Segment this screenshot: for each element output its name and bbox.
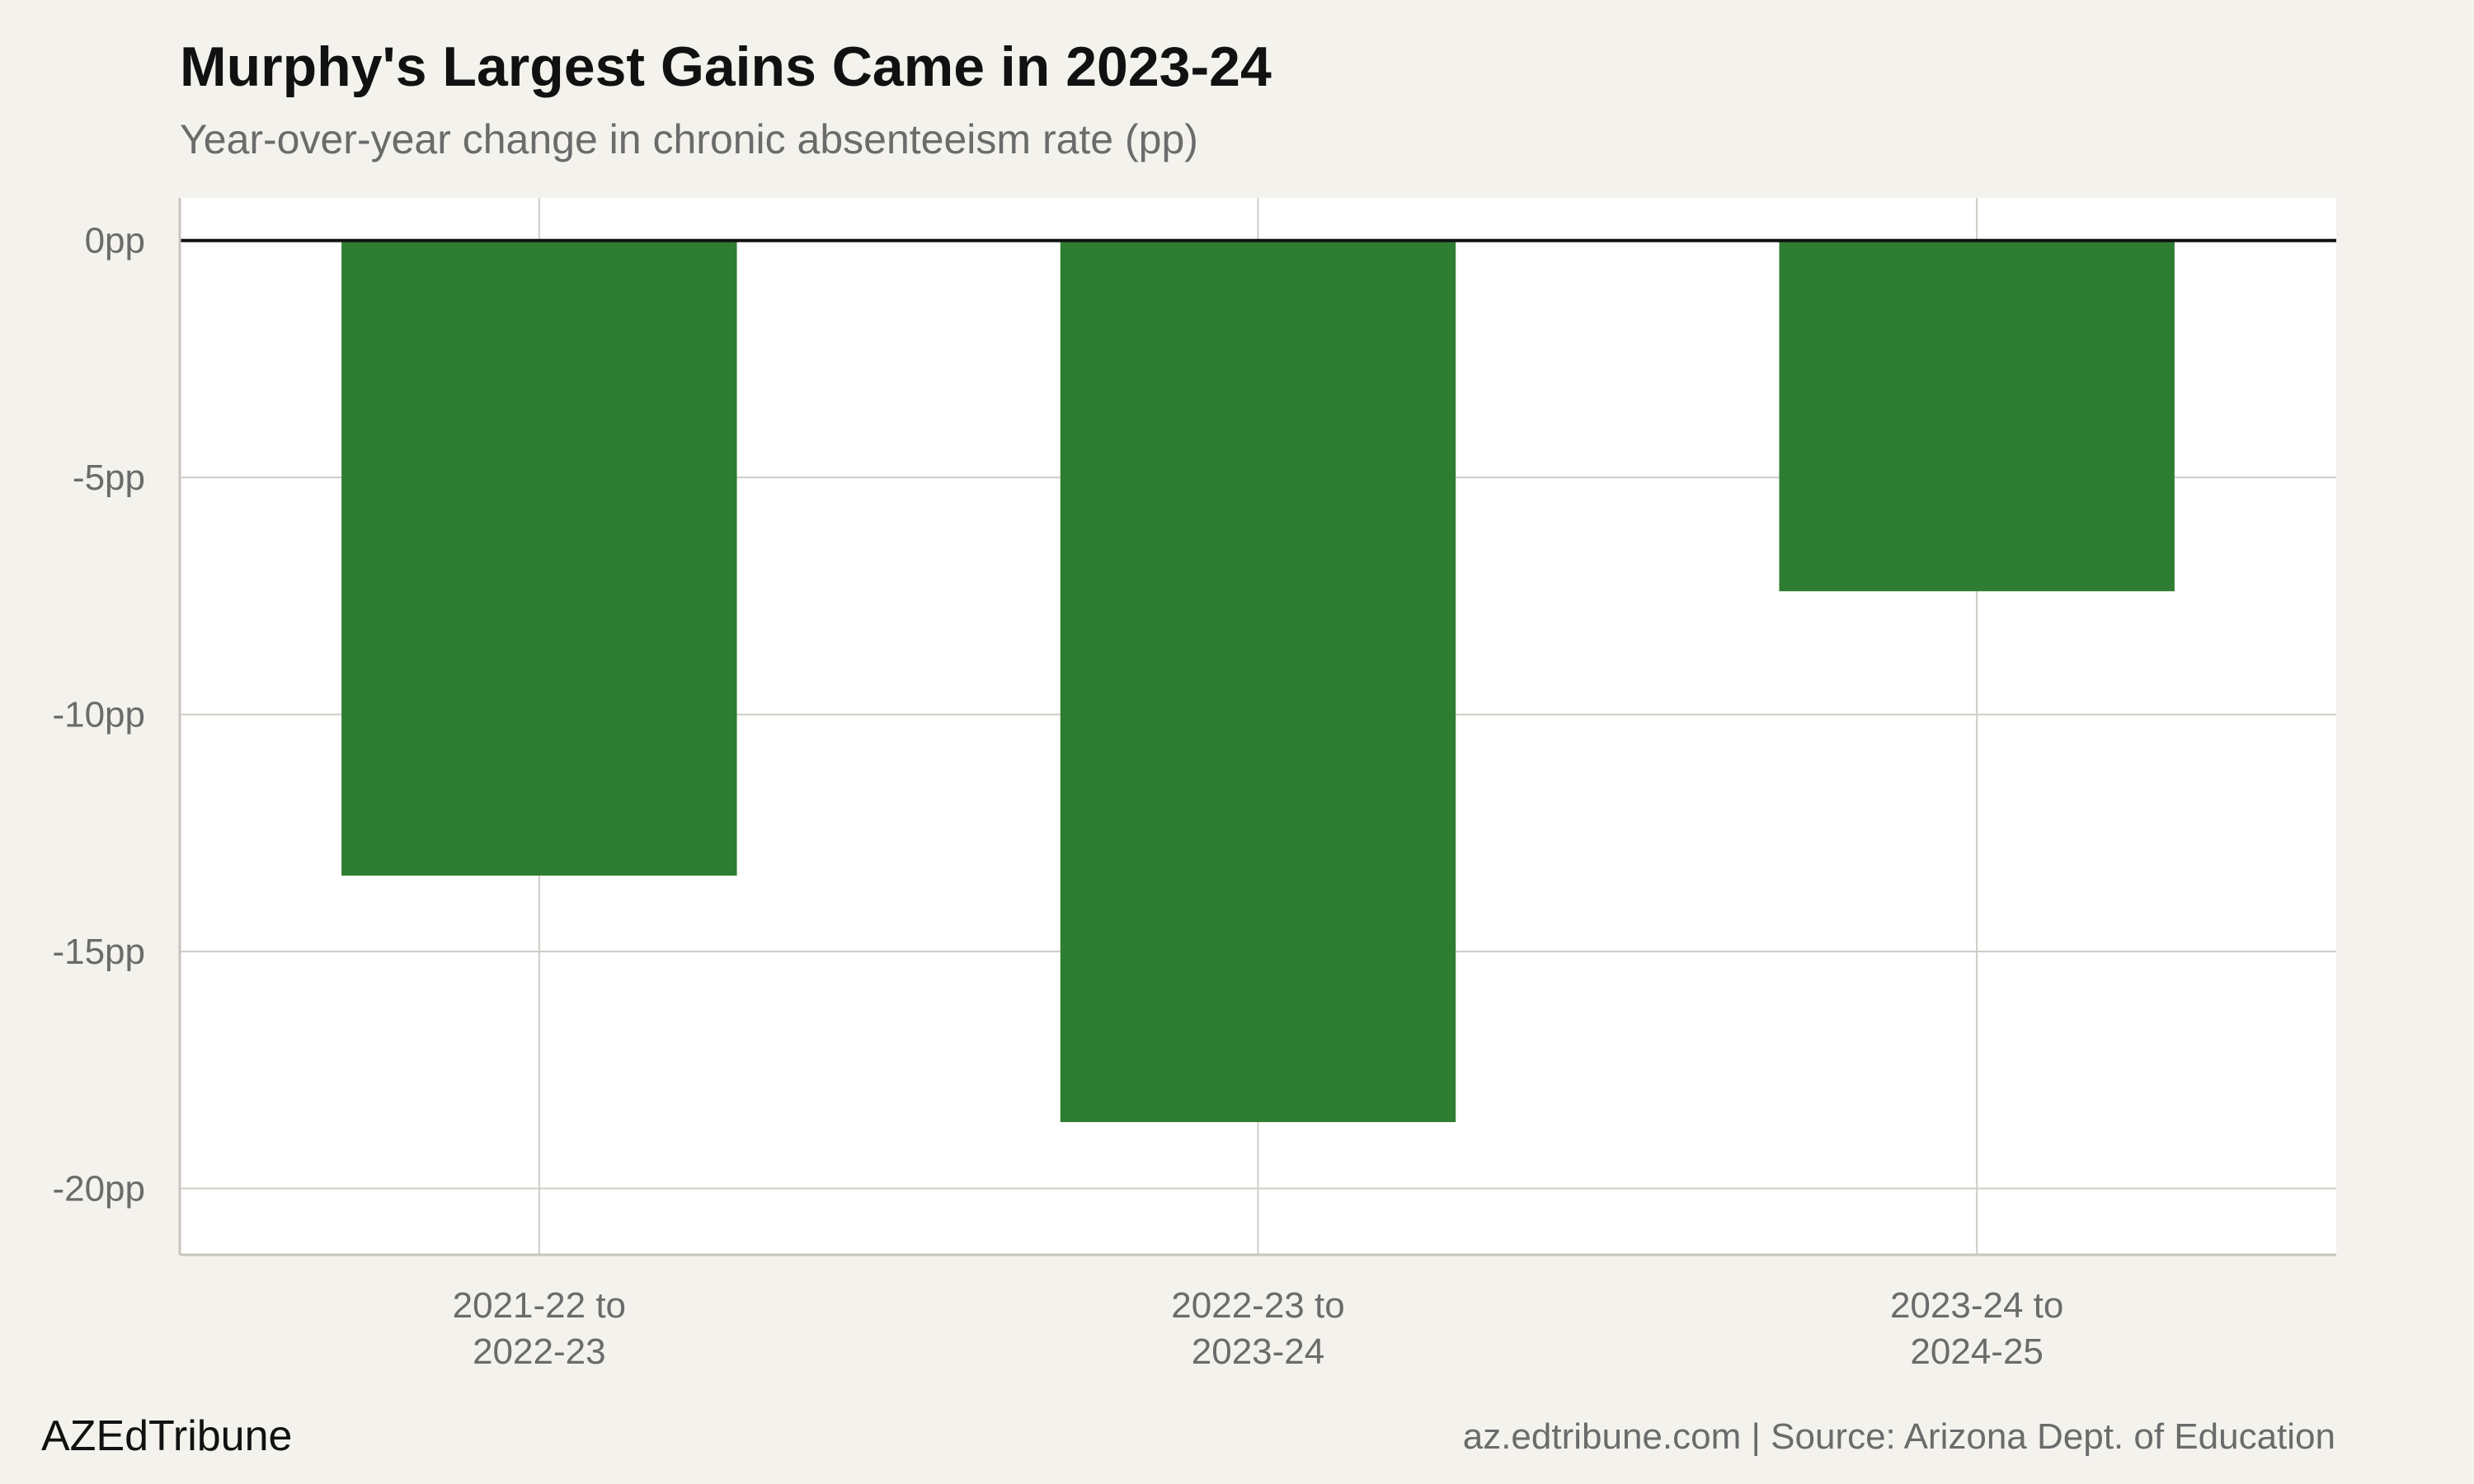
x-tick-labels: 2021-22 to 2022-23 2022-23 to 2023-24 2023-2… [453,1285,2064,1372]
y-tick-label: -10pp [52,695,145,735]
y-tick-label: 0pp [85,221,145,261]
bar-2 [1779,240,2175,592]
x-tick-label: 2023-24 to 2024-25 [1890,1285,2063,1372]
x-tick-label: 2021-22 to 2022-23 [453,1285,626,1372]
footer-source: az.edtribune.com | Source: Arizona Dept.… [1462,1416,2335,1457]
chart-subtitle: Year-over-year change in chronic absente… [180,116,1198,162]
x-tick-label-line: 2023-24 [1192,1331,1324,1372]
x-tick-label: 2022-23 to 2023-24 [1171,1285,1344,1372]
bar-0 [341,240,737,876]
bar-1 [1060,240,1456,1123]
chart-title: Murphy's Largest Gains Came in 2023-24 [180,35,1272,98]
y-tick-label: -20pp [52,1169,145,1209]
y-tick-label: -5pp [73,458,145,498]
y-tick-label: -15pp [52,932,145,972]
x-tick-label-line: 2024-25 [1910,1331,2043,1372]
y-tick-labels: 0pp -5pp -10pp -15pp -20pp [52,221,145,1209]
x-tick-label-line: 2023-24 to [1890,1285,2063,1326]
bars [341,240,2175,1123]
footer-brand: AZEdTribune [41,1412,293,1460]
x-tick-label-line: 2021-22 to [453,1285,626,1326]
x-tick-label-line: 2022-23 [473,1331,605,1372]
x-tick-label-line: 2022-23 to [1171,1285,1344,1326]
